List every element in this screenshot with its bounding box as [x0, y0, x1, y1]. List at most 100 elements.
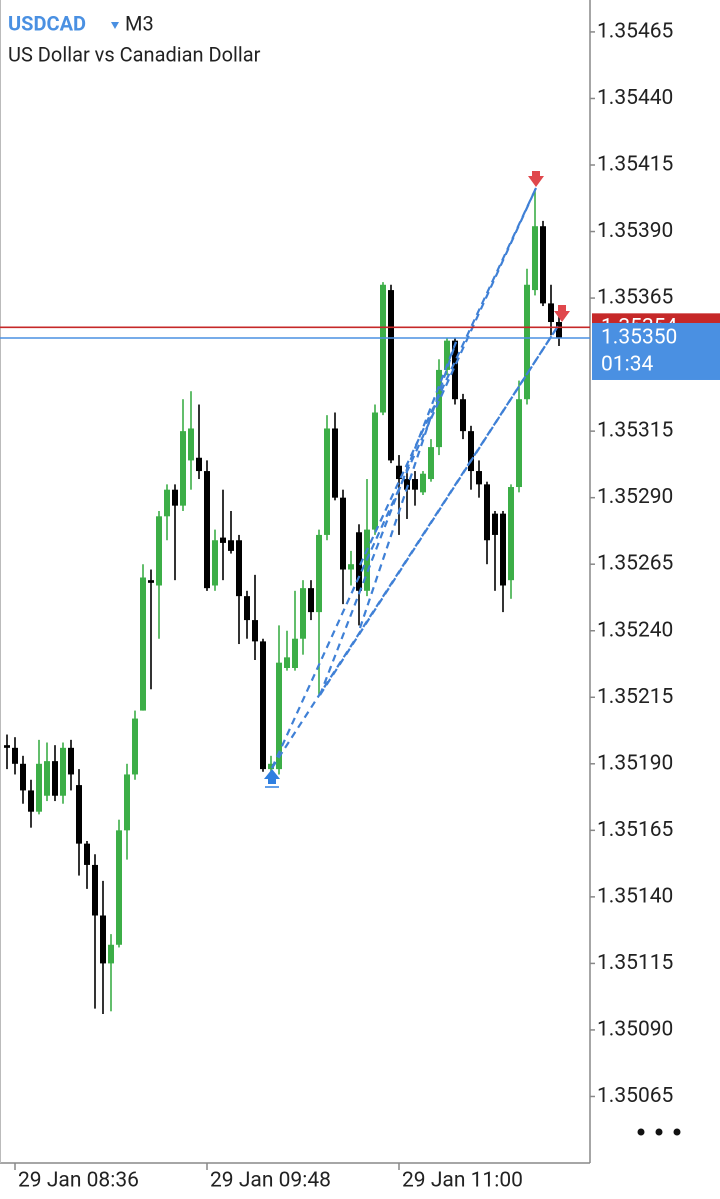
candle-body [444, 340, 450, 370]
candle-body [468, 431, 474, 472]
x-tick-label: 29 Jan 09:48 [210, 1169, 331, 1193]
candle-body [260, 641, 266, 770]
candle-body [556, 322, 562, 338]
y-tick-label: 1.35265 [597, 552, 673, 576]
candle-body [68, 747, 74, 775]
candle-body [252, 620, 258, 642]
plot-area [4, 188, 562, 1014]
candle-body [524, 284, 530, 400]
candle-body [12, 747, 18, 764]
y-tick-label: 1.35415 [597, 153, 673, 177]
candle-body [284, 657, 290, 668]
candle-body [20, 763, 26, 791]
candle-body [132, 718, 138, 775]
candle-body [436, 369, 442, 448]
candle-body [84, 843, 90, 865]
header: USDCAD M3 US Dollar vs Canadian Dollar [8, 11, 261, 66]
candle-body [396, 465, 402, 480]
candle-body [196, 457, 202, 472]
candle-body [548, 303, 554, 323]
y-tick-label: 1.35465 [597, 19, 673, 43]
candle-body [52, 761, 58, 796]
candle-body [188, 428, 194, 461]
candle-body [108, 944, 114, 964]
y-tick-label: 1.35315 [597, 419, 673, 443]
symbol[interactable]: USDCAD [8, 11, 86, 35]
y-tick-label: 1.35065 [597, 1084, 673, 1108]
y-tick-label: 1.35165 [597, 818, 673, 842]
y-tick-label: 1.35190 [597, 751, 673, 775]
bid-label-box [592, 322, 720, 380]
sell-arrow [554, 305, 570, 322]
y-tick-label: 1.35115 [597, 951, 673, 975]
candle-body [404, 479, 410, 490]
candle-body [476, 471, 482, 485]
candle-body [220, 537, 226, 543]
candle-body [500, 513, 506, 586]
candle-body [316, 534, 322, 613]
candle-body [92, 864, 98, 916]
x-tick-label: 29 Jan 08:36 [18, 1169, 139, 1193]
candle-body [372, 412, 378, 530]
y-tick-label: 1.35090 [597, 1017, 673, 1041]
candle-body [508, 487, 514, 581]
candle-body [60, 747, 66, 796]
x-tick-label: 29 Jan 11:00 [402, 1169, 523, 1193]
timeframe[interactable]: M3 [125, 11, 154, 35]
y-tick-label: 1.35215 [597, 685, 673, 709]
candle-body [4, 745, 10, 748]
candle-body [516, 399, 522, 488]
signal-arrows [264, 171, 570, 788]
candle-body [236, 540, 242, 597]
candle-body [116, 830, 122, 945]
candle-body [172, 489, 178, 506]
symbol-dropdown[interactable] [111, 22, 119, 29]
candle-body [380, 284, 386, 413]
candle-body [300, 588, 306, 639]
candle-body [332, 428, 338, 498]
candle-body [412, 479, 418, 490]
candle-body [484, 484, 490, 541]
countdown: 01:34 [601, 353, 653, 377]
candle-body [540, 226, 546, 304]
candle-body [44, 761, 50, 796]
candle-body [276, 662, 282, 770]
sell-arrow [528, 171, 544, 187]
candle-body [124, 774, 130, 831]
candle-body [348, 564, 354, 570]
candle-body [356, 532, 362, 591]
candle-body [100, 915, 106, 964]
candle-body [428, 447, 434, 480]
bid-label: 1.35350 [601, 326, 677, 350]
candle-body [36, 763, 42, 812]
y-tick-label: 1.35365 [597, 286, 673, 310]
menu-dot[interactable] [655, 1128, 663, 1136]
candle-body [28, 790, 34, 812]
candle-body [492, 513, 498, 535]
candle-body [140, 577, 146, 711]
candle-body [460, 399, 466, 432]
subtitle: US Dollar vs Canadian Dollar [8, 42, 261, 66]
candle-body [164, 489, 170, 517]
candle-body [180, 431, 186, 506]
more-menu[interactable] [637, 1128, 681, 1136]
candle-body [324, 428, 330, 535]
axes [0, 0, 591, 1164]
candle-body [244, 596, 250, 621]
trend-line [359, 187, 537, 566]
menu-dot[interactable] [673, 1128, 681, 1136]
trend-lines [270, 187, 559, 769]
candle-body [452, 340, 458, 400]
candle-body [204, 471, 210, 589]
candle-body [420, 473, 426, 493]
trend-line [358, 341, 458, 629]
menu-dot[interactable] [637, 1128, 645, 1136]
y-tick-label: 1.35290 [597, 485, 673, 509]
candle-body [340, 497, 346, 570]
candle-body [156, 516, 162, 586]
candle-body [212, 540, 218, 586]
candle-body [388, 290, 394, 461]
trend-line [318, 341, 458, 696]
